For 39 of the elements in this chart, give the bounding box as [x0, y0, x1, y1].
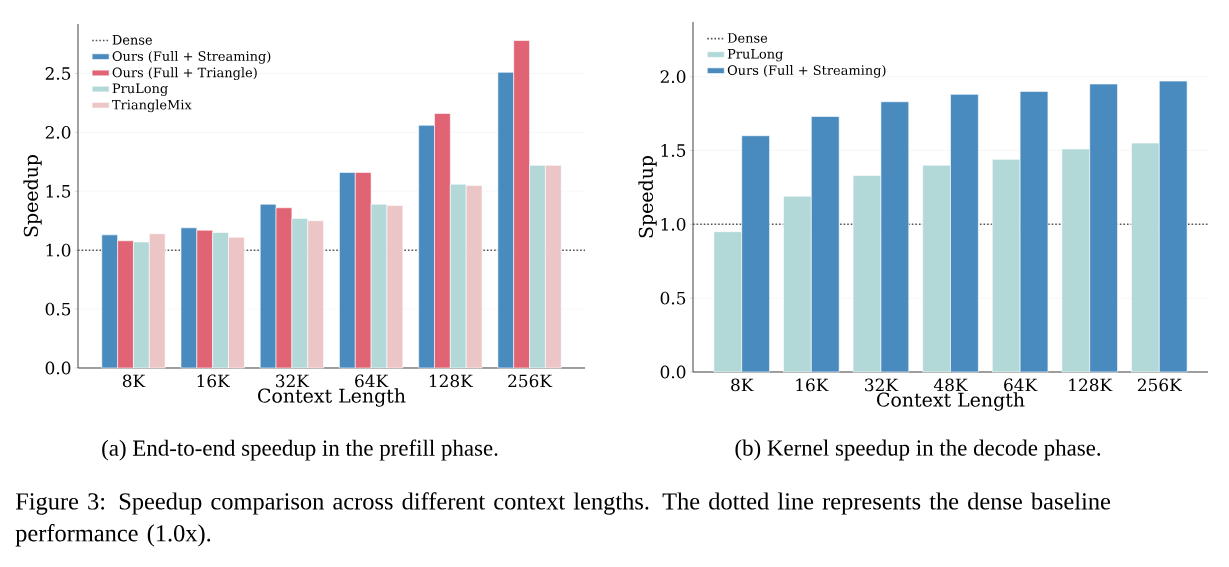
x-tick-label: 256K: [508, 374, 553, 388]
x-tick-label: 64K: [355, 374, 389, 388]
text: (b) Kernel speedup in the decode phase.: [735, 439, 1101, 461]
x-tick-label: 32K: [865, 378, 899, 392]
x-tick-label: 256K: [1137, 378, 1183, 392]
x-axis-title: Context Length: [877, 392, 1025, 411]
y-tick-label: 1.5: [46, 184, 71, 198]
legend-label: Ours (Full + Triangle): [112, 67, 257, 81]
x-tick-label: 128K: [429, 374, 474, 388]
x-tick-label: 8K: [122, 374, 146, 388]
x-tick-label: 16K: [796, 378, 829, 392]
y-tick-label: 0.0: [660, 365, 686, 379]
legend-label: Dense: [727, 33, 768, 43]
y-tick-label: 1.0: [661, 217, 686, 231]
legend-label: Ours (Full + Streaming): [727, 65, 886, 78]
x-tick-label: 8K: [731, 378, 754, 392]
y-tick-label: 1.0: [46, 243, 71, 257]
y-tick-label: 2.0: [660, 70, 686, 84]
y-tick-label: 1.5: [661, 144, 686, 157]
y-axis-title: Speedup: [638, 156, 657, 238]
legend-label: Dense: [112, 35, 152, 45]
caption: Figure 3: Speedup comparison across different context lengths. The dotted line represents the dense baseline performance (1.0x).: [15, 492, 1111, 547]
text: (a) End-to-end speedup in the prefill phase.: [102, 439, 498, 461]
x-axis-title: Context Length: [258, 388, 406, 407]
y-tick-label: 0.5: [45, 302, 71, 316]
legend-label: PruLong: [727, 49, 783, 62]
legend-label: PruLong: [112, 83, 168, 96]
legend-label: TriangleMix: [112, 99, 192, 113]
x-tick-label: 32K: [276, 374, 310, 388]
x-tick-label: 64K: [1004, 378, 1038, 392]
y-tick-label: 2.5: [45, 67, 71, 80]
x-tick-label: 128K: [1069, 378, 1113, 392]
legend-label: Ours (Full + Streaming): [112, 50, 271, 64]
y-tick-label: 0.0: [45, 361, 71, 375]
y-tick-label: 2.0: [45, 125, 71, 139]
y-axis-title: Speedup: [23, 155, 42, 237]
x-tick-label: 16K: [197, 374, 231, 388]
x-tick-label: 48K: [933, 378, 968, 392]
y-tick-label: 0.5: [660, 291, 686, 305]
